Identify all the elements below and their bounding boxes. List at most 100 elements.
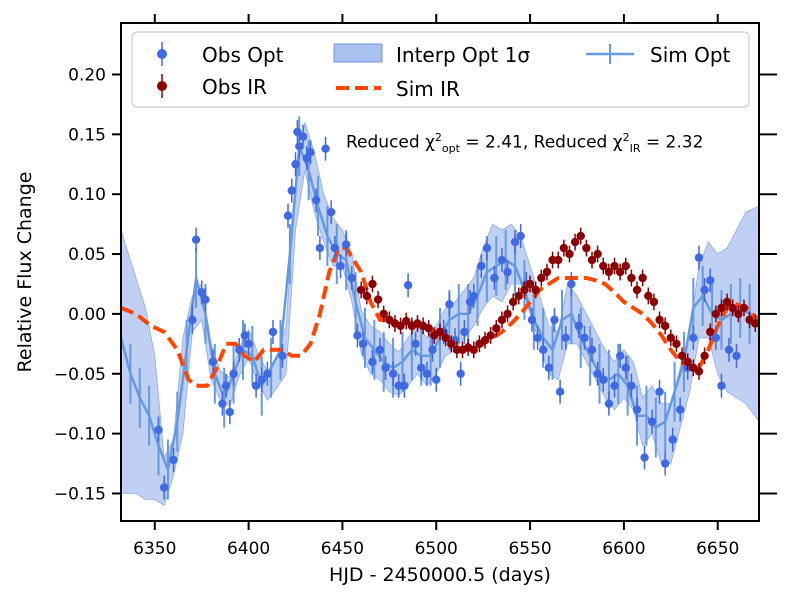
obs-opt-point [561, 333, 570, 343]
legend-marker-interp-band [333, 43, 383, 63]
obs-ir-point [559, 243, 569, 253]
legend-marker-obs-ir [157, 74, 167, 98]
x-tick-label: 6350 [133, 539, 176, 559]
obs-ir-point [694, 367, 704, 376]
legend-marker-sim-opt [586, 44, 634, 64]
annotation-prefix-ir: Reduced χ [533, 132, 623, 153]
obs-opt-point [599, 375, 608, 384]
obs-ir-point [503, 309, 512, 319]
annotation-value-ir: 2.32 [665, 132, 704, 153]
y-tick-label: 0.00 [68, 305, 106, 325]
obs-opt-point [411, 339, 420, 349]
obs-ir-point [469, 345, 478, 355]
obs-ir-point [373, 295, 383, 304]
obs-ir-point [728, 303, 737, 313]
obs-ir-point [576, 231, 585, 241]
obs-opt-point [311, 195, 321, 205]
obs-opt-point [675, 405, 685, 414]
obs-opt-point [497, 255, 507, 265]
obs-opt-point [251, 381, 261, 390]
obs-opt-point [315, 243, 325, 253]
obs-ir-point [356, 285, 366, 295]
obs-ir-point [627, 273, 636, 283]
obs-ir-point [520, 285, 529, 295]
obs-opt-point [544, 363, 554, 372]
y-tick-label: 0.05 [68, 245, 106, 265]
obs-ir-point [480, 336, 490, 345]
obs-opt-point [694, 253, 704, 262]
obs-opt-point [188, 315, 197, 325]
obs-opt-point [632, 405, 642, 414]
y-tick-label: 0.10 [68, 185, 106, 205]
obs-opt-point [456, 369, 465, 378]
obs-ir-point [615, 267, 625, 277]
obs-opt-point [306, 148, 315, 157]
y-tick-label: 0.15 [68, 125, 106, 145]
obs-opt-point [417, 363, 426, 372]
x-tick-label: 6550 [508, 539, 551, 559]
obs-opt-point [347, 273, 357, 283]
annotation-value-opt: 2.41 [485, 132, 523, 153]
y-tick-label: −0.10 [54, 425, 106, 445]
annotation-sup-opt: 2 [434, 131, 442, 144]
obs-ir-point [508, 297, 518, 307]
obs-opt-point [477, 261, 486, 271]
obs-ir-point [677, 351, 687, 360]
obs-ir-point [565, 249, 574, 259]
annotation-sub-opt: opt [441, 142, 460, 156]
obs-ir-point [593, 249, 602, 259]
obs-opt-point [191, 235, 201, 244]
obs-opt-point [460, 327, 469, 337]
obs-opt-point [621, 363, 630, 372]
obs-opt-point [244, 339, 253, 349]
obs-opt-point [615, 351, 625, 360]
obs-opt-point [221, 381, 231, 390]
y-axis-label: Relative Flux Change [14, 172, 36, 373]
obs-opt-point [700, 285, 709, 295]
obs-opt-point [381, 363, 390, 372]
chi-square-annotation: Reduced χ2opt = 2.41, Reduced χ2IR = 2.3… [346, 131, 704, 156]
obs-opt-point [341, 240, 351, 249]
obs-ir-point [542, 267, 552, 277]
obs-opt-point [197, 288, 206, 297]
obs-ir-point [649, 297, 659, 307]
x-tick-label: 6500 [415, 539, 458, 559]
obs-opt-point [154, 425, 163, 435]
annotation-sub-ir: IR [629, 142, 641, 156]
obs-opt-point [326, 207, 336, 217]
obs-ir-point [717, 303, 726, 313]
x-tick-label: 6400 [227, 539, 270, 559]
obs-ir-point [604, 267, 614, 277]
legend-label-obs-opt: Obs Opt [202, 43, 284, 67]
obs-opt-point [422, 369, 432, 378]
obs-ir-point [722, 297, 732, 307]
obs-opt-point [567, 279, 576, 289]
obs-ir-point [644, 291, 653, 301]
obs-opt-point [533, 333, 542, 343]
legend: Obs Opt Obs IR Interp Opt 1σ Sim IR Sim … [131, 31, 750, 108]
obs-opt-point [445, 300, 454, 309]
obs-ir-point [537, 273, 546, 283]
obs-ir-point [362, 291, 372, 301]
obs-ir-point [554, 255, 563, 265]
x-tick-label: 6600 [602, 539, 645, 559]
obs-ir-point [666, 333, 676, 343]
obs-opt-point [283, 211, 293, 220]
obs-opt-point [368, 357, 377, 366]
obs-opt-point [293, 127, 302, 137]
obs-ir-point [660, 321, 670, 331]
obs-ir-point [368, 279, 377, 289]
obs-opt-point [403, 280, 413, 290]
obs-opt-point [604, 399, 614, 408]
obs-ir-point [582, 243, 591, 253]
obs-opt-point [539, 345, 548, 355]
obs-opt-point [268, 327, 278, 337]
obs-opt-point [295, 142, 304, 151]
obs-opt-point [263, 369, 272, 378]
obs-ir-point [751, 319, 759, 328]
obs-opt-point [711, 333, 721, 343]
obs-ir-point [441, 333, 450, 343]
obs-opt-point [358, 339, 368, 349]
obs-opt-point [432, 375, 441, 384]
